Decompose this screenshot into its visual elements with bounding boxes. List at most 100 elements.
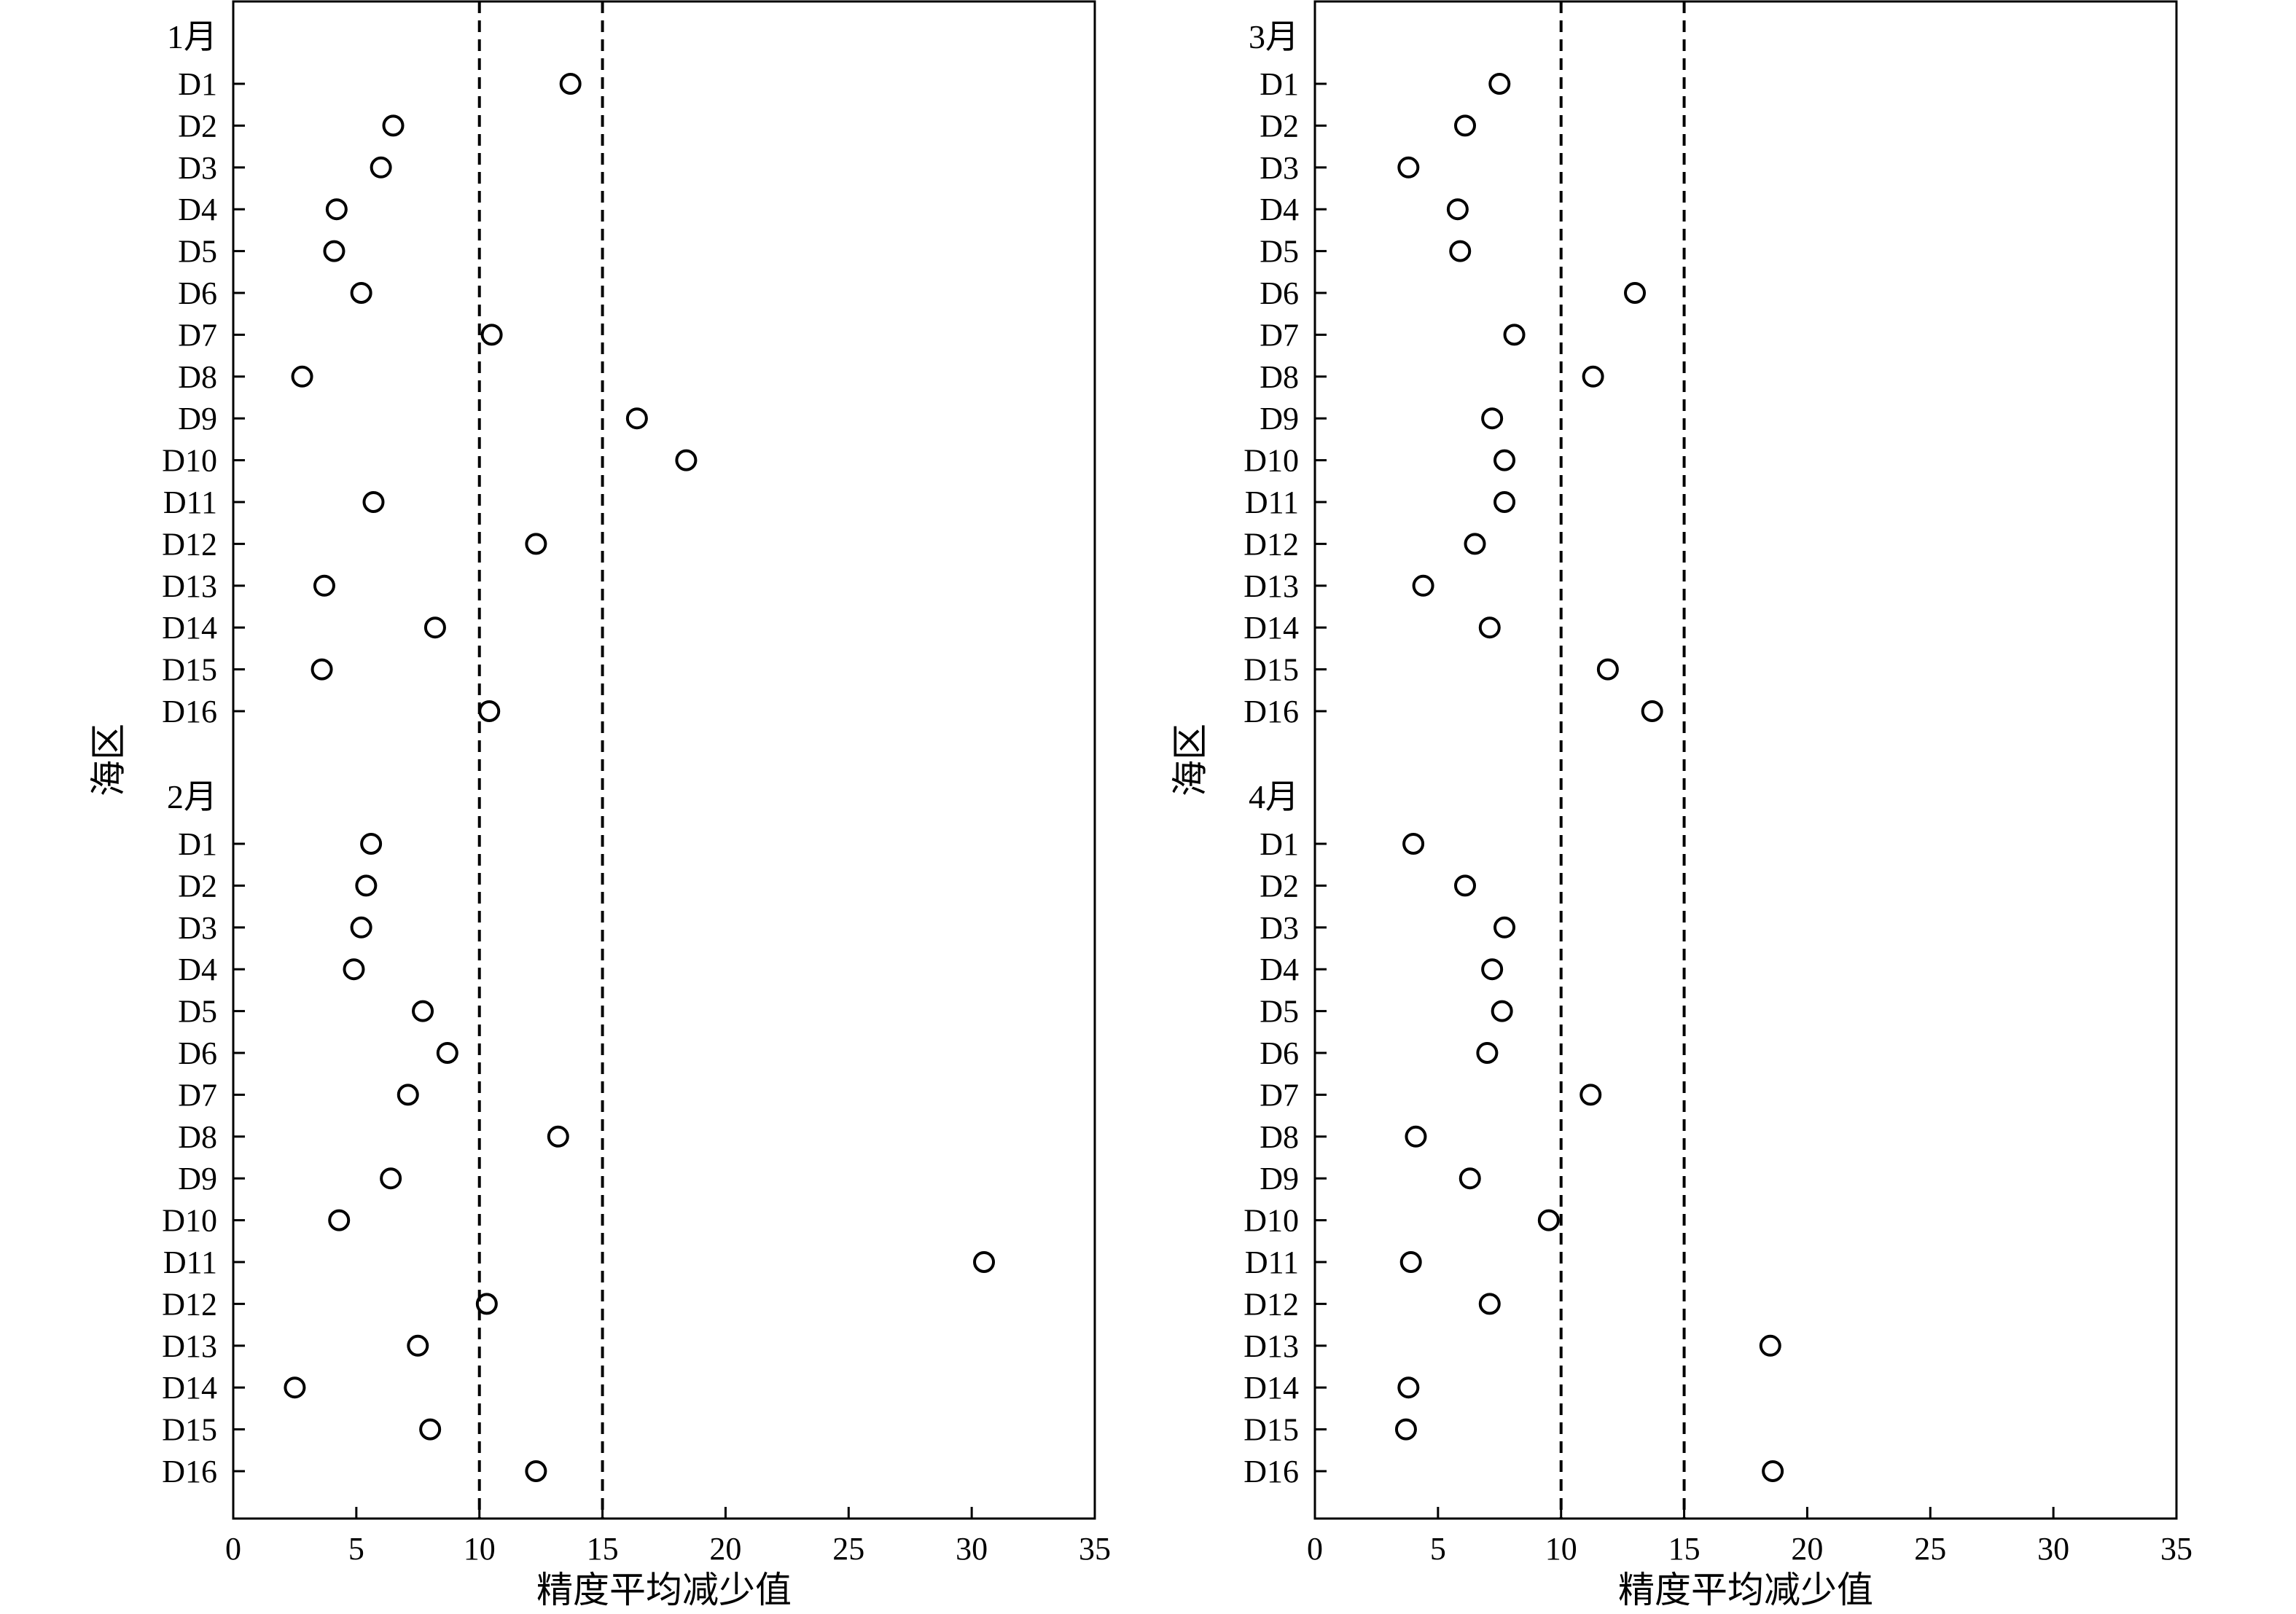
y-tick-label: D1: [1260, 826, 1299, 862]
y-tick-label: D16: [1243, 1454, 1299, 1489]
data-point-3月-D10: [1493, 449, 1516, 471]
data-point-3月-D9: [1481, 407, 1504, 430]
data-point-3月-D7: [1503, 324, 1526, 346]
y-tick-label: D9: [178, 401, 217, 436]
x-tick-label-35: 35: [2160, 1531, 2192, 1567]
y-tick-label: D3: [178, 150, 217, 186]
data-point-1月-D2: [382, 114, 405, 137]
data-point-1月-D4: [325, 198, 348, 221]
y-tick-label: D11: [1245, 1245, 1299, 1280]
y-tick-label: D16: [162, 694, 217, 729]
y-tick-label: D5: [1260, 234, 1299, 270]
y-tick-label: D3: [178, 910, 217, 946]
data-point-1月-D12: [525, 533, 547, 555]
data-point-2月-D9: [380, 1167, 402, 1190]
y-axis-title: 海区: [1170, 724, 1211, 796]
data-point-2月-D8: [547, 1125, 569, 1148]
x-tick-label-10: 10: [1545, 1531, 1577, 1567]
data-point-4月-D2: [1454, 874, 1477, 897]
group-label: 3月: [1249, 18, 1299, 55]
data-point-4月-D13: [1759, 1334, 1781, 1357]
group-label: 1月: [167, 18, 217, 55]
plot-frame: [1313, 0, 2178, 1520]
y-tick-label: D1: [178, 826, 217, 862]
y-tick-label: D12: [162, 1286, 217, 1322]
data-point-2月-D3: [350, 916, 372, 939]
y-axis-title: 海区: [88, 724, 129, 796]
y-tick-label: D11: [1245, 485, 1299, 520]
y-tick-label: D5: [178, 994, 217, 1030]
group-label: 2月: [167, 778, 217, 815]
data-point-2月-D6: [436, 1042, 458, 1064]
y-tick-label: D5: [178, 234, 217, 270]
panel-right: 0 5 10 15 20 25 30 35 精度平均减少值 海区 3月 D1 D2 D3 D4 D5 D6 D7 D…: [1170, 0, 2192, 1610]
y-tick-label: D8: [1260, 359, 1299, 395]
data-point-4月-D1: [1402, 833, 1425, 855]
y-tick-label: D14: [162, 610, 217, 646]
data-point-1月-D6: [350, 282, 372, 304]
y-tick-label: D4: [1260, 952, 1299, 987]
data-point-4月-D5: [1491, 1000, 1513, 1022]
data-point-3月-D14: [1478, 616, 1501, 639]
data-point-1月-D11: [362, 491, 385, 513]
data-point-2月-D11: [973, 1251, 996, 1273]
y-tick-label: D15: [1243, 1412, 1299, 1448]
data-point-3月-D2: [1454, 114, 1477, 137]
data-point-4月-D8: [1405, 1125, 1427, 1148]
y-tick-label: D3: [1260, 910, 1299, 946]
y-tick-label: D1: [1260, 66, 1299, 102]
data-point-2月-D5: [412, 1000, 434, 1022]
data-point-1月-D13: [313, 574, 335, 597]
y-tick-label: D3: [1260, 150, 1299, 186]
data-point-2月-D1: [360, 833, 383, 855]
y-tick-label: D11: [163, 1245, 217, 1280]
data-point-3月-D4: [1446, 198, 1469, 221]
y-tick-label: D14: [1243, 1370, 1299, 1406]
x-tick-label-30: 30: [956, 1531, 988, 1567]
y-tick-label: D1: [178, 66, 217, 102]
data-point-1月-D1: [559, 73, 582, 95]
data-point-2月-D4: [343, 958, 365, 981]
data-point-4月-D14: [1397, 1376, 1420, 1399]
data-point-1月-D14: [423, 616, 446, 639]
data-point-3月-D15: [1596, 658, 1619, 681]
data-point-2月-D12: [475, 1293, 498, 1315]
y-tick-label: D7: [1260, 317, 1299, 353]
data-point-4月-D12: [1478, 1293, 1501, 1315]
y-tick-label: D15: [1243, 652, 1299, 688]
data-point-1月-D8: [291, 365, 313, 388]
y-tick-label: D11: [163, 485, 217, 520]
y-tick-label: D4: [1260, 192, 1299, 227]
y-tick-label: D6: [178, 1035, 217, 1071]
data-point-1月-D7: [480, 324, 503, 346]
data-point-1月-D15: [311, 658, 333, 681]
y-tick-label: D8: [178, 359, 217, 395]
x-tick-label-10: 10: [464, 1531, 496, 1567]
plot-frame: [232, 0, 1096, 1520]
data-point-3月-D8: [1582, 365, 1604, 388]
x-tick-label-35: 35: [1079, 1531, 1111, 1567]
y-tick-label: D7: [178, 1077, 217, 1113]
y-tick-label: D10: [162, 443, 217, 479]
y-tick-label: D6: [178, 275, 217, 311]
data-point-1月-D5: [323, 240, 345, 262]
data-point-3月-D6: [1624, 282, 1647, 304]
data-point-4月-D4: [1481, 958, 1504, 981]
group-label: 4月: [1249, 778, 1299, 815]
y-tick-label: D4: [178, 952, 217, 987]
x-axis-title: 精度平均减少值: [536, 1570, 792, 1610]
y-tick-label: D2: [1260, 108, 1299, 144]
data-point-4月-D9: [1459, 1167, 1481, 1190]
data-point-2月-D2: [355, 874, 378, 897]
y-tick-label: D16: [1243, 694, 1299, 729]
panel-left: 0 5 10 15 20 25 30 35 精度平均减少值 海区 1月 D1 D2 D3 D4 D5 D6 D7 D…: [88, 0, 1111, 1610]
y-tick-label: D2: [178, 868, 217, 904]
data-point-2月-D16: [525, 1460, 547, 1482]
y-tick-label: D10: [1243, 1203, 1299, 1239]
x-tick-label-5: 5: [348, 1531, 364, 1567]
x-tick-label-0: 0: [1307, 1531, 1323, 1567]
y-tick-label: D13: [162, 1328, 217, 1364]
y-tick-label: D13: [1243, 1328, 1299, 1364]
y-tick-label: D6: [1260, 275, 1299, 311]
y-tick-label: D5: [1260, 994, 1299, 1030]
